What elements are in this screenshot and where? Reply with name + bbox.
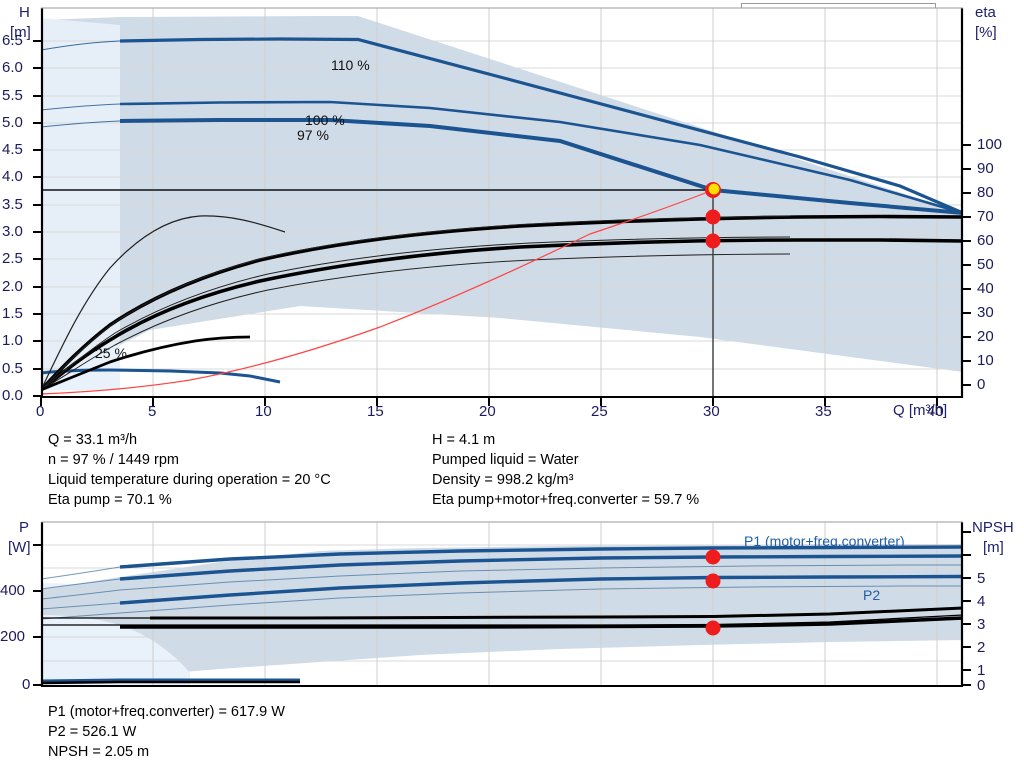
h-axis-title: H (19, 4, 30, 21)
info-n: n = 97 % / 1449 rpm (48, 452, 179, 468)
head-efficiency-chart: H [m] eta [%] Q [m³/h] NKE 50-125/125, 3… (2, 3, 1003, 420)
h-tick-4-0: 4.0 (2, 168, 23, 185)
npsh-axis-unit: [m] (983, 539, 1004, 556)
duty-point-info: Q = 33.1 m³/h n = 97 % / 1449 rpm Liquid… (0, 428, 1024, 514)
duty-point-marker (705, 182, 721, 198)
p-tick-0: 0 (22, 676, 31, 693)
h-tick-5-5: 5.5 (2, 87, 23, 104)
npsh-duty-marker (705, 620, 721, 636)
h-tick-3-0: 3.0 (2, 223, 23, 240)
series-label-p1: P1 (motor+freq.converter) (744, 533, 905, 549)
q-tick-25: 25 (591, 403, 608, 420)
eta-pump-marker (705, 209, 721, 225)
h-tick-6-0: 6.0 (2, 59, 23, 76)
npsh-tick-1: 1 (977, 662, 986, 679)
q-tick-30: 30 (703, 403, 720, 420)
eta-tick-20: 20 (977, 328, 994, 345)
npsh-tick-3: 3 (977, 616, 986, 633)
eta-axis-unit: [%] (975, 24, 997, 41)
curve-label-110: 110 % (331, 57, 370, 73)
info-etapump: Eta pump = 70.1 % (48, 492, 172, 508)
eta-tick-40: 40 (977, 280, 994, 297)
eta-tick-50: 50 (977, 256, 994, 273)
npsh-axis-title: NPSH (972, 519, 1014, 536)
info-h: H = 4.1 m (432, 432, 496, 448)
q-tick-5: 5 (148, 403, 157, 420)
npsh-tick-5: 5 (977, 570, 986, 587)
h-tick-5-0: 5.0 (2, 114, 23, 131)
curve-label-97: 97 % (297, 127, 329, 143)
p2-duty-marker (705, 573, 721, 589)
h-tick-1-5: 1.5 (2, 305, 23, 322)
npsh-tick-2: 2 (977, 639, 986, 656)
h-tick-2-5: 2.5 (2, 250, 23, 267)
info-liquid: Pumped liquid = Water (432, 452, 579, 468)
npsh-tick-0: 0 (977, 677, 986, 694)
h-tick-3-5: 3.5 (2, 196, 23, 213)
h-tick-6-5: 6.5 (2, 32, 23, 49)
q-tick-10: 10 (255, 403, 272, 420)
q-tick-0: 0 (36, 403, 45, 420)
info-npsh: NPSH = 2.05 m (48, 744, 150, 760)
eta-tick-10: 10 (977, 352, 994, 369)
h-tick-4-5: 4.5 (2, 141, 23, 158)
power-npsh-plot (33, 521, 971, 687)
eta-tick-60: 60 (977, 232, 994, 249)
q-tick-40: 40 (927, 403, 944, 420)
h-tick-0-0: 0.0 (2, 387, 23, 404)
p-tick-400: 400 (0, 582, 26, 599)
curve-label-25: 25 % (95, 345, 127, 361)
eta-tick-30: 30 (977, 304, 994, 321)
info-p2: P2 = 526.1 W (48, 724, 137, 740)
info-etatotal: Eta pump+motor+freq.converter = 59.7 % (432, 492, 700, 508)
q-axis-title: Q [m³/h] (893, 402, 948, 419)
info-liqtemp: Liquid temperature during operation = 20… (48, 472, 331, 488)
eta-tick-70: 70 (977, 208, 994, 225)
npsh-tick-4: 4 (977, 593, 986, 610)
info-q: Q = 33.1 m³/h (48, 432, 138, 448)
power-info: P1 (motor+freq.converter) = 617.9 W P2 =… (0, 700, 1024, 770)
h-tick-2-0: 2.0 (2, 278, 23, 295)
series-label-p2: P2 (863, 587, 881, 603)
info-p1: P1 (motor+freq.converter) = 617.9 W (48, 704, 285, 720)
eta-tick-0: 0 (977, 376, 986, 393)
eta-axis-title: eta (975, 4, 996, 21)
curve-label-100: 100 % (305, 112, 345, 128)
eta-tick-80: 80 (977, 184, 994, 201)
eta-total-marker (705, 233, 721, 249)
eta-tick-90: 90 (977, 160, 994, 177)
h-tick-0-5: 0.5 (2, 360, 23, 377)
p-axis-title: P (19, 519, 30, 536)
q-tick-15: 15 (367, 403, 384, 420)
q-tick-35: 35 (815, 403, 832, 420)
p-axis-unit: [W] (8, 539, 31, 556)
eta-tick-100: 100 (977, 136, 1003, 153)
p-tick-200: 200 (0, 628, 26, 645)
q-tick-20: 20 (479, 403, 496, 420)
power-npsh-chart: P [W] NPSH [m] (0, 515, 1024, 705)
h-tick-1-0: 1.0 (2, 332, 23, 349)
info-density: Density = 998.2 kg/m³ (432, 472, 574, 488)
top-chart-plot (33, 7, 971, 406)
h-axis-unit: [m] (10, 24, 31, 41)
p1-duty-marker (705, 549, 721, 565)
